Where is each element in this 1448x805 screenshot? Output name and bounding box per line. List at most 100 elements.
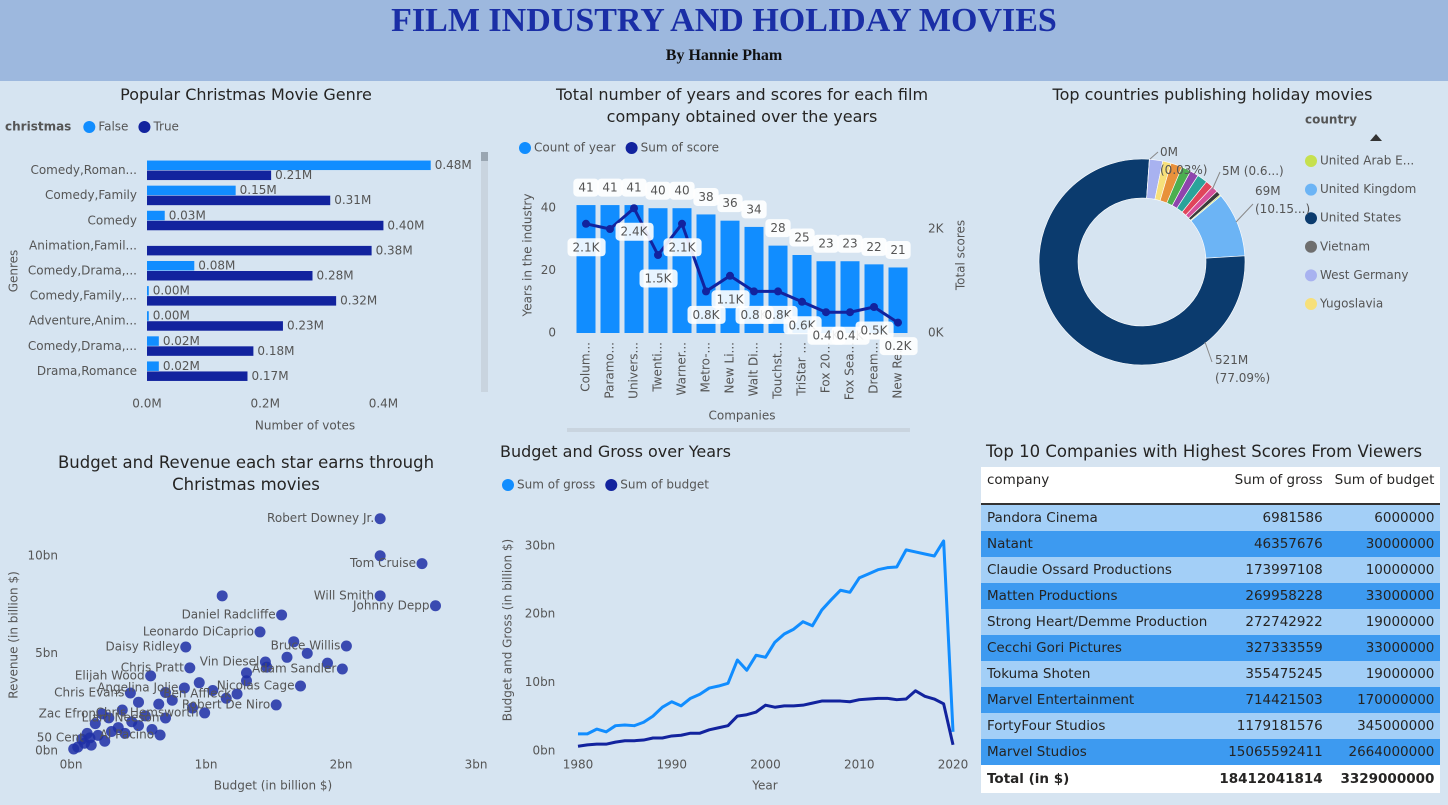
label-bg: [687, 305, 726, 324]
line-point: [678, 219, 686, 228]
data-label: 0.00M: [153, 309, 190, 323]
bar: [816, 261, 836, 333]
data-label: 0.21M: [275, 168, 312, 182]
table-title: Top 10 Companies with Highest Scores Fro…: [986, 442, 1423, 461]
data-label: 36: [722, 196, 737, 210]
table-cell: Marvel Entertainment: [981, 687, 1214, 713]
legend-marker: [502, 479, 514, 491]
x-tick-label: Paramo...: [603, 342, 617, 399]
point: [133, 720, 144, 732]
point: [207, 684, 219, 696]
point-label: Robert Downey Jr.: [267, 511, 374, 525]
y-tick-label: Drama,Romance: [37, 364, 137, 378]
table-cell: 33000000: [1328, 583, 1441, 609]
chart-title: Budget and Gross over Years: [500, 442, 731, 461]
scrollbar: [481, 152, 488, 392]
point: [178, 682, 190, 694]
data-label: 0.18M: [257, 344, 294, 358]
table-row: Cecchi Gori Pictures 327333559 33000000: [981, 635, 1441, 661]
legend-label: Count of year: [534, 141, 616, 155]
point: [193, 677, 205, 689]
line: [577, 689, 955, 748]
point: [276, 609, 288, 621]
table-row: FortyFour Studios 1179181576 345000000: [981, 713, 1441, 739]
column-header: Sum of gross: [1213, 467, 1329, 505]
point-label: Ben Affleck: [163, 687, 231, 701]
x-tick-label: Colum...: [579, 342, 593, 392]
point-label: Vin Diesel: [200, 654, 260, 668]
data-label-box: 41: [597, 178, 623, 197]
column-header: company: [981, 467, 1214, 505]
y-tick-label: Adventure,Anim...: [29, 314, 137, 328]
leader-line: [1235, 203, 1254, 223]
legend-label: Sum of budget: [620, 478, 709, 492]
y-tick-label: 10bn: [525, 675, 556, 689]
scroll-handle: [481, 152, 488, 161]
data-label-box: 22: [861, 237, 887, 256]
y-tick-label: 20bn: [525, 607, 556, 621]
chart-title: Total number of years and scores for eac…: [555, 85, 929, 126]
bar: [147, 336, 159, 346]
label-bg: [639, 269, 678, 288]
y-tick-label: 20: [541, 263, 556, 277]
point-label: Daniel Radcliffe: [182, 607, 276, 621]
table-row: Claudie Ossard Productions 173997108 10000…: [981, 557, 1441, 583]
label-bg: [741, 200, 767, 219]
point: [301, 647, 313, 659]
x-tick-label: Dream...: [867, 342, 881, 394]
point: [180, 641, 192, 653]
point: [187, 702, 198, 714]
page-title: FILM INDUSTRY AND HOLIDAY MOVIES: [391, 2, 1057, 39]
x-tick-label: 0.0M: [132, 397, 161, 411]
table-cell: Cecchi Gori Pictures: [981, 635, 1214, 661]
data-label: 0.03M: [169, 208, 206, 222]
bar: [147, 245, 372, 256]
total-row: Total (in $) 18412041814 3329000000: [981, 765, 1440, 793]
data-label: 521M (77.09%): [1215, 353, 1271, 385]
point-label: Bruce Willis: [271, 638, 341, 652]
data-label-box: 2.1K: [663, 238, 702, 257]
y-tick-label: 30bn: [525, 538, 556, 552]
data-label-box: 23: [813, 234, 839, 253]
data-label: 23: [818, 237, 833, 251]
axis-title: Years in the industry: [521, 194, 535, 318]
data-label-box: 40: [669, 181, 695, 200]
y-tick-label: Comedy,Family: [45, 188, 137, 202]
point-label: Adam Sandler: [252, 662, 336, 676]
y-tick-label: 0bn: [532, 744, 555, 758]
header-row: company Sum of gross Sum of budget: [981, 467, 1441, 505]
data-label: 0.40M: [387, 218, 424, 232]
table-cell: 2664000000: [1328, 739, 1441, 765]
x-tick-label: 1990: [656, 758, 687, 772]
table-row: Pandora Cinema 6981586 6000000: [981, 504, 1441, 531]
label-bg: [597, 178, 623, 197]
data-label: 1.1K: [717, 292, 745, 306]
y-tick-label: Animation,Famil...: [29, 238, 137, 252]
y2-tick-label: 0K: [928, 326, 945, 340]
data-label: 40: [650, 184, 665, 198]
point: [254, 626, 266, 638]
table-cell: 15065592411: [1213, 739, 1329, 765]
data-label: 69M (10.15...): [1255, 184, 1311, 216]
x-tick-label: Warner...: [675, 342, 689, 395]
y-tick-label: Comedy,Family,...: [30, 289, 137, 303]
legend-label: Yugoslavia: [1319, 297, 1383, 311]
label-bg: [861, 237, 887, 256]
point: [103, 712, 115, 724]
point-label: Will Smith: [314, 588, 374, 602]
slice: [1188, 191, 1221, 221]
axis-title: Number of votes: [255, 419, 355, 433]
data-label: 28: [770, 221, 785, 235]
table-cell: 10000000: [1328, 557, 1441, 583]
legend-marker: [1305, 240, 1317, 253]
y-tick-label: 0bn: [35, 744, 58, 758]
table: company Sum of gross Sum of budget Pandora …: [981, 467, 1441, 793]
point: [133, 696, 144, 708]
bar: [147, 210, 165, 221]
point: [199, 707, 211, 719]
table-cell: 19000000: [1328, 609, 1441, 635]
slice: [1038, 158, 1246, 366]
axis-title: Total scores: [954, 220, 968, 291]
point-label: Daisy Ridley: [106, 639, 180, 653]
point: [160, 712, 171, 724]
